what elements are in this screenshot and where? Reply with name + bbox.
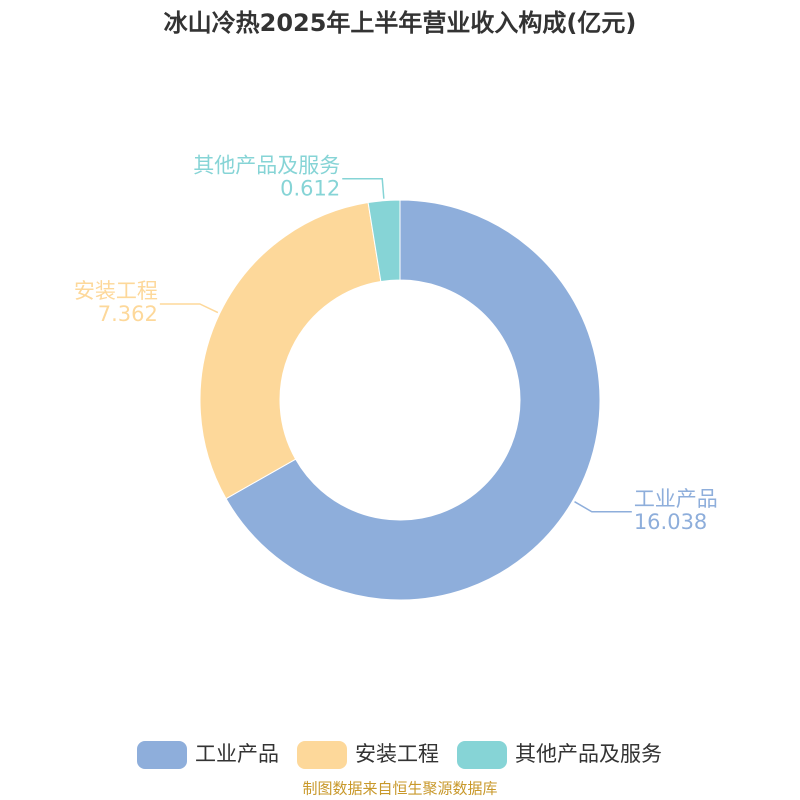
slice-label: 工业产品 xyxy=(634,487,718,511)
source-note: 制图数据来自恒生聚源数据库 xyxy=(302,780,497,798)
legend-label: 其他产品及服务 xyxy=(515,742,662,766)
slice-label: 其他产品及服务 xyxy=(193,154,340,178)
donut-slice xyxy=(199,201,382,500)
legend-swatch xyxy=(137,741,187,769)
slice-value: 7.362 xyxy=(98,302,158,326)
legend-label: 工业产品 xyxy=(195,742,279,766)
donut-slice xyxy=(367,199,401,283)
slice-value: 16.038 xyxy=(634,510,707,534)
legend-label: 安装工程 xyxy=(355,742,439,766)
legend-swatch xyxy=(297,741,347,769)
chart-title: 冰山冷热2025年上半年营业收入构成(亿元) xyxy=(164,9,637,37)
slice-label: 安装工程 xyxy=(74,279,158,303)
leader-line xyxy=(342,177,385,199)
leader-line xyxy=(159,303,219,314)
leader-line xyxy=(574,501,632,513)
donut-slice xyxy=(225,199,601,601)
legend-swatch xyxy=(457,741,507,769)
slice-value: 0.612 xyxy=(280,177,340,201)
